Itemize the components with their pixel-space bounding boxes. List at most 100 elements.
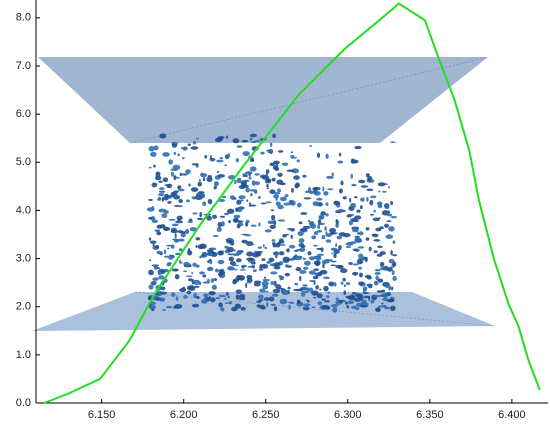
particle (177, 188, 185, 192)
particle (392, 240, 396, 244)
particle (373, 239, 381, 242)
particle (197, 181, 202, 187)
particle (251, 265, 255, 269)
particle (246, 199, 249, 203)
particle (227, 266, 234, 269)
particle (272, 288, 281, 294)
particle (177, 185, 182, 190)
particle (294, 183, 299, 189)
y-tick-label: 6.0 (16, 108, 31, 120)
particle (206, 176, 213, 183)
particle (379, 226, 384, 230)
particle (183, 261, 190, 267)
particle (316, 152, 321, 158)
particle (215, 268, 219, 273)
particle (275, 162, 279, 169)
particle (291, 168, 300, 174)
particle (321, 298, 326, 301)
particle (261, 175, 270, 180)
particle (268, 257, 275, 263)
particle (302, 225, 311, 229)
particle (187, 220, 194, 223)
particle (349, 197, 352, 203)
particle (246, 251, 254, 257)
particle (179, 172, 182, 177)
particle (165, 305, 173, 309)
particle (159, 291, 167, 295)
particle (215, 297, 220, 299)
particle (337, 160, 344, 164)
particle (199, 212, 203, 218)
particle (171, 268, 179, 272)
particle (378, 190, 381, 193)
particle (284, 272, 290, 277)
particle (175, 296, 179, 301)
particle (224, 302, 229, 305)
particle (293, 175, 300, 180)
particle (316, 293, 323, 299)
particle (352, 271, 359, 276)
particle (249, 166, 257, 172)
particle (241, 139, 249, 143)
y-tick-label: 1.0 (16, 349, 31, 361)
particle (270, 303, 276, 306)
particle (256, 300, 262, 303)
particle (224, 164, 228, 167)
particle (373, 209, 377, 213)
particle (313, 260, 321, 266)
particle (309, 190, 314, 195)
particle (168, 218, 176, 221)
particle (351, 184, 357, 187)
particle (388, 226, 395, 232)
particle (342, 277, 346, 282)
particle (187, 143, 191, 146)
particle (153, 164, 156, 168)
particle (298, 255, 303, 258)
particle (317, 219, 322, 225)
particle (277, 172, 283, 177)
particle (163, 196, 169, 201)
particle (373, 250, 378, 254)
particle (233, 249, 236, 252)
particle (294, 282, 299, 286)
particle (284, 194, 289, 198)
particle (246, 281, 252, 284)
particle (274, 253, 278, 259)
particle (365, 227, 370, 231)
particle (173, 305, 179, 309)
particle (208, 296, 211, 299)
particle (308, 270, 316, 275)
particle (227, 253, 235, 256)
particle (309, 144, 312, 147)
particle (258, 304, 266, 310)
particle (173, 175, 177, 181)
particle (181, 173, 188, 176)
particle (347, 295, 355, 300)
particle (379, 261, 385, 267)
particle (388, 285, 392, 291)
particle (354, 293, 362, 298)
particle (375, 272, 381, 275)
particle (226, 135, 229, 139)
particle (178, 199, 183, 204)
particle (148, 166, 152, 169)
particle (150, 151, 157, 157)
particle (232, 279, 237, 285)
particle (251, 180, 256, 186)
particle (370, 195, 377, 199)
particle (372, 217, 380, 222)
particle (337, 264, 344, 269)
particle (345, 242, 354, 246)
particle (218, 269, 224, 272)
particle (288, 304, 291, 310)
particle (226, 208, 235, 214)
particle (331, 172, 334, 177)
particle (236, 250, 242, 256)
lower-plane (32, 292, 495, 331)
particle (334, 201, 341, 204)
particle (357, 246, 365, 249)
particle (269, 162, 275, 167)
particle (202, 177, 206, 182)
particle (325, 295, 330, 299)
particle (382, 292, 389, 298)
